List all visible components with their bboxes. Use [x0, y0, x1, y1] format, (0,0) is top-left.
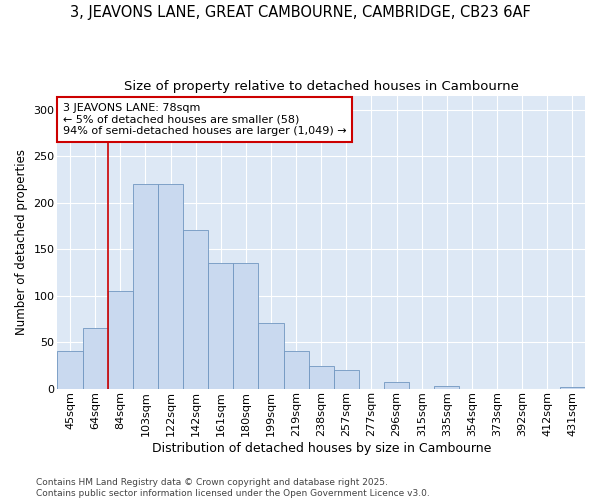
Bar	[208, 263, 233, 388]
X-axis label: Distribution of detached houses by size in Cambourne: Distribution of detached houses by size …	[152, 442, 491, 455]
Bar	[259, 324, 284, 388]
Text: 3 JEAVONS LANE: 78sqm
← 5% of detached houses are smaller (58)
94% of semi-detac: 3 JEAVONS LANE: 78sqm ← 5% of detached h…	[63, 103, 346, 136]
Bar	[434, 386, 460, 388]
Bar	[384, 382, 409, 388]
Text: 3, JEAVONS LANE, GREAT CAMBOURNE, CAMBRIDGE, CB23 6AF: 3, JEAVONS LANE, GREAT CAMBOURNE, CAMBRI…	[70, 5, 530, 20]
Bar	[108, 291, 133, 388]
Bar	[334, 370, 359, 388]
Bar	[308, 366, 334, 388]
Text: Contains HM Land Registry data © Crown copyright and database right 2025.
Contai: Contains HM Land Registry data © Crown c…	[36, 478, 430, 498]
Bar	[58, 352, 83, 389]
Bar	[133, 184, 158, 388]
Bar	[560, 386, 585, 388]
Title: Size of property relative to detached houses in Cambourne: Size of property relative to detached ho…	[124, 80, 518, 93]
Bar	[83, 328, 108, 388]
Bar	[183, 230, 208, 388]
Bar	[233, 263, 259, 388]
Bar	[158, 184, 183, 388]
Bar	[284, 352, 308, 389]
Y-axis label: Number of detached properties: Number of detached properties	[15, 149, 28, 335]
